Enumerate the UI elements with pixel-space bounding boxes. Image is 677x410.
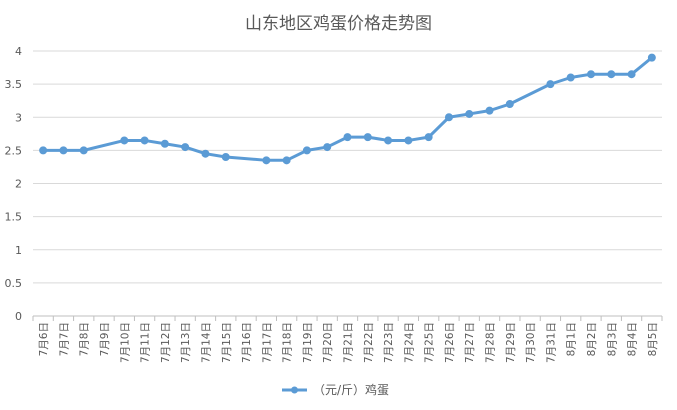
x-tick-label: 7月9日: [99, 322, 111, 356]
x-tick-label: 7月8日: [79, 322, 91, 356]
x-tick-label: 7月15日: [221, 322, 233, 363]
x-tick-label: 7月18日: [282, 322, 294, 363]
y-tick-label: 4: [15, 45, 22, 58]
data-point: [201, 149, 210, 158]
data-point: [282, 156, 291, 165]
data-point: [262, 156, 271, 165]
x-tick-label: 7月19日: [302, 322, 314, 363]
data-point: [221, 153, 230, 161]
data-point: [79, 146, 88, 155]
x-tick-label: 7月14日: [200, 322, 212, 363]
x-tick-label: 7月22日: [363, 322, 375, 363]
x-tick-label: 7月21日: [343, 322, 355, 363]
x-tick-label: 8月1日: [566, 322, 578, 356]
chart-title: 山东地区鸡蛋价格走势图: [245, 14, 432, 34]
x-tick-label: 7月27日: [464, 322, 476, 363]
data-point: [485, 106, 494, 115]
data-point: [404, 136, 413, 145]
legend-marker: [291, 386, 298, 394]
data-point: [586, 70, 595, 79]
data-point: [546, 80, 555, 89]
data-point: [607, 70, 616, 79]
data-point: [384, 136, 393, 145]
data-point: [424, 133, 433, 142]
data-point: [323, 143, 332, 152]
x-tick-label: 8月4日: [627, 322, 639, 356]
x-tick-label: 8月5日: [647, 322, 659, 356]
x-tick-label: 7月25日: [424, 322, 436, 363]
x-tick-label: 7月13日: [180, 322, 192, 363]
data-point: [444, 113, 453, 122]
y-tick-label: 1: [15, 244, 22, 257]
y-tick-label: 1.5: [5, 211, 23, 224]
data-point: [647, 53, 656, 62]
data-point: [140, 136, 149, 145]
data-point: [120, 136, 129, 145]
data-point: [505, 100, 514, 108]
data-point: [465, 109, 474, 118]
y-tick-label: 2.5: [5, 144, 23, 157]
y-tick-label: 0: [15, 310, 22, 323]
x-tick-label: 7月26日: [444, 322, 456, 363]
y-tick-label: 3.5: [5, 78, 23, 91]
x-tick-label: 8月3日: [606, 322, 618, 356]
x-tick-label: 7月23日: [383, 322, 395, 363]
x-tick-label: 7月10日: [119, 322, 131, 363]
x-tick-label: 7月12日: [160, 322, 172, 363]
x-tick-label: 8月2日: [586, 322, 598, 356]
legend-label: （元/斤）鸡蛋: [313, 382, 389, 397]
data-point: [160, 139, 169, 148]
data-point: [39, 146, 48, 155]
x-tick-label: 7月29日: [505, 322, 517, 363]
data-point: [363, 133, 372, 142]
x-tick-label: 7月30日: [525, 322, 537, 363]
data-point: [181, 143, 190, 152]
x-tick-label: 7月24日: [403, 322, 415, 363]
x-tick-label: 7月7日: [58, 322, 70, 356]
x-tick-label: 7月11日: [140, 322, 152, 363]
y-tick-label: 0.5: [5, 277, 23, 290]
data-point: [343, 133, 352, 142]
y-tick-label: 3: [15, 111, 22, 124]
x-tick-label: 7月28日: [485, 322, 497, 363]
x-tick-label: 7月16日: [241, 322, 253, 363]
data-point: [627, 70, 636, 79]
data-point: [566, 73, 575, 82]
data-point: [302, 146, 311, 155]
x-tick-label: 7月6日: [38, 322, 50, 356]
x-tick-label: 7月17日: [261, 322, 273, 363]
data-point: [59, 146, 68, 155]
x-tick-label: 7月20日: [322, 322, 334, 363]
x-tick-label: 7月31日: [545, 322, 557, 363]
series-line: [41, 56, 654, 162]
y-tick-label: 2: [15, 178, 22, 191]
